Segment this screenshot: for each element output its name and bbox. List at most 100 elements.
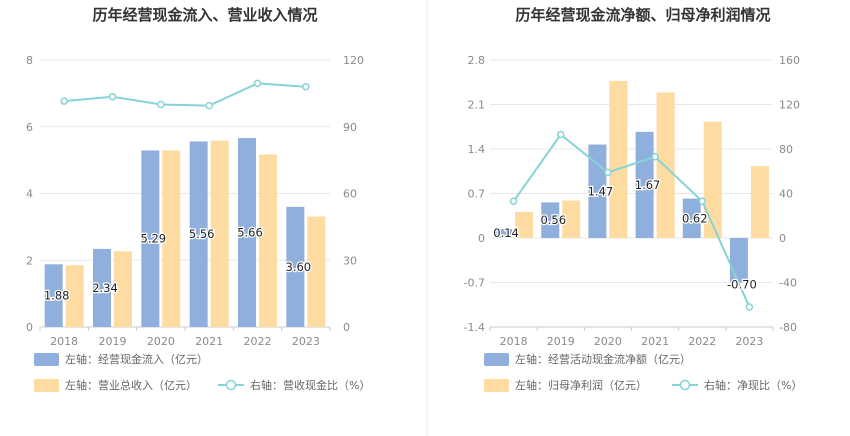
left-axis-tick-label: 2.1	[468, 99, 486, 112]
legend-label-series-1: 左轴：经营现金流入（亿元）	[65, 352, 208, 366]
bar-data-label: 3.60	[286, 260, 312, 274]
left-axis-tick-label: 0	[478, 232, 485, 245]
legend-label-series-2: 左轴：归母净利润（亿元）	[515, 378, 647, 392]
x-axis-tick-label: 2020	[147, 335, 175, 348]
bar-data-label: 0.56	[540, 213, 566, 227]
chart-title: 历年经营现金流净额、归母净利润情况	[515, 6, 770, 24]
ratio-line-point	[745, 303, 754, 311]
legend-label-series-3: 右轴：净现比（%）	[704, 378, 802, 392]
x-axis-tick-label: 2019	[99, 335, 127, 348]
legend-swatch-series-2	[484, 379, 509, 392]
bar-data-label: 2.34	[92, 281, 118, 295]
right-axis-tick-label: 80	[779, 143, 793, 156]
right-axis-tick-label: 40	[779, 188, 793, 201]
bar-data-label: 5.66	[237, 226, 263, 240]
x-axis-tick-label: 2022	[244, 335, 272, 348]
legend-swatch-series-2	[34, 379, 59, 392]
bar-data-label: -0.70	[727, 278, 757, 292]
bar-series-2	[162, 150, 181, 327]
legend-label-series-3: 右轴：营收现金比（%）	[250, 378, 370, 392]
legend-swatch-series-1	[484, 353, 509, 366]
ratio-line	[64, 82, 306, 107]
bar-series-2	[609, 80, 628, 238]
bar-series-2	[562, 200, 581, 238]
bar-series-1	[93, 248, 111, 327]
right-axis-tick-label: 0	[779, 232, 786, 245]
ratio-line-point	[557, 130, 565, 139]
right-axis-tick-label: -40	[779, 277, 797, 290]
bar-series-2	[515, 211, 534, 238]
bar-series-2	[114, 251, 132, 327]
ratio-line-point	[698, 197, 706, 206]
x-axis-tick-label: 2022	[688, 335, 716, 348]
left-axis-tick-label: 6	[26, 121, 33, 134]
bar-data-label: 1.88	[44, 289, 70, 303]
ratio-line-point	[60, 97, 68, 105]
bar-data-label: 0.62	[682, 211, 708, 225]
right-axis-tick-label: 90	[343, 121, 357, 134]
right-axis-tick-label: 120	[779, 99, 800, 112]
bar-series-2	[307, 216, 326, 327]
bar-series-1	[286, 206, 305, 327]
bar-data-label: 5.29	[141, 232, 167, 246]
right-axis-tick-label: -80	[779, 321, 797, 334]
bar-data-label: 5.56	[189, 227, 215, 241]
x-axis-tick-label: 2021	[195, 335, 223, 348]
ratio-line-point	[157, 100, 165, 109]
left-axis-tick-label: 8	[26, 54, 33, 67]
bar-series-1	[189, 141, 208, 327]
left-axis-tick-label: 2.8	[468, 54, 486, 67]
ratio-line-point	[604, 168, 612, 177]
legend-swatch-line-marker	[225, 379, 237, 391]
bar-data-label: 1.67	[635, 178, 661, 192]
x-axis-tick-label: 2023	[292, 335, 320, 348]
left-axis-tick-label: 1.4	[468, 143, 486, 156]
x-axis-tick-label: 2023	[735, 335, 763, 348]
right-axis-tick-label: 60	[343, 188, 357, 201]
chart-2: 历年经营现金流净额、归母净利润情况-1.4-0.700.71.42.12.8-8…	[464, 6, 802, 392]
chart-title: 历年经营现金流入、营业收入情况	[92, 6, 317, 24]
bar-series-2	[259, 154, 277, 327]
right-axis-tick-label: 120	[343, 54, 364, 67]
left-axis-tick-label: 0	[26, 321, 33, 334]
right-axis-tick-label: 0	[343, 321, 350, 334]
x-axis-tick-label: 2018	[500, 335, 528, 348]
bar-series-2	[656, 92, 675, 239]
bar-series-2	[210, 140, 229, 327]
legend-label-series-2: 左轴：营业总收入（亿元）	[65, 378, 197, 392]
ratio-line-point	[205, 101, 213, 110]
ratio-line-point	[651, 153, 659, 161]
x-axis-tick-label: 2020	[594, 335, 622, 348]
left-axis-tick-label: -0.7	[464, 277, 485, 290]
bar-series-1	[729, 238, 748, 283]
legend-swatch-series-1	[34, 353, 59, 366]
bar-data-label: 0.14	[493, 226, 519, 240]
chart-1: 历年经营现金流入、营业收入情况 0 2 4 6 8 0 30 60 90 120 2018 2019 20…	[26, 6, 370, 392]
bar-series-1	[682, 198, 701, 238]
legend-label-series-1: 左轴：经营活动现金流净额（亿元）	[515, 352, 691, 366]
ratio-line	[512, 133, 751, 308]
ratio-line-point	[108, 92, 117, 101]
legend-swatch-line-marker	[679, 379, 691, 391]
ratio-line-point	[253, 79, 262, 88]
x-axis-tick-label: 2021	[641, 335, 669, 348]
x-axis-tick-label: 2018	[50, 335, 78, 348]
x-axis-tick-label: 2019	[547, 335, 575, 348]
bar-series-1	[494, 229, 513, 238]
ratio-line-point	[302, 82, 310, 91]
bar-series-2	[65, 265, 84, 327]
bar-series-1	[541, 202, 560, 238]
left-axis-tick-label: 0.7	[468, 188, 486, 201]
bar-series-2	[750, 166, 769, 238]
bar-series-1	[238, 138, 256, 327]
right-axis-tick-label: 160	[779, 54, 800, 67]
right-axis-tick-label: 30	[343, 254, 357, 267]
bar-series-2	[703, 121, 722, 238]
left-axis-tick-label: -1.4	[464, 321, 485, 334]
left-axis-tick-label: 2	[26, 254, 33, 267]
left-axis-tick-label: 4	[26, 188, 33, 201]
bar-data-label: 1.47	[588, 184, 614, 198]
ratio-line-point	[509, 197, 518, 206]
bar-series-1	[44, 264, 63, 327]
